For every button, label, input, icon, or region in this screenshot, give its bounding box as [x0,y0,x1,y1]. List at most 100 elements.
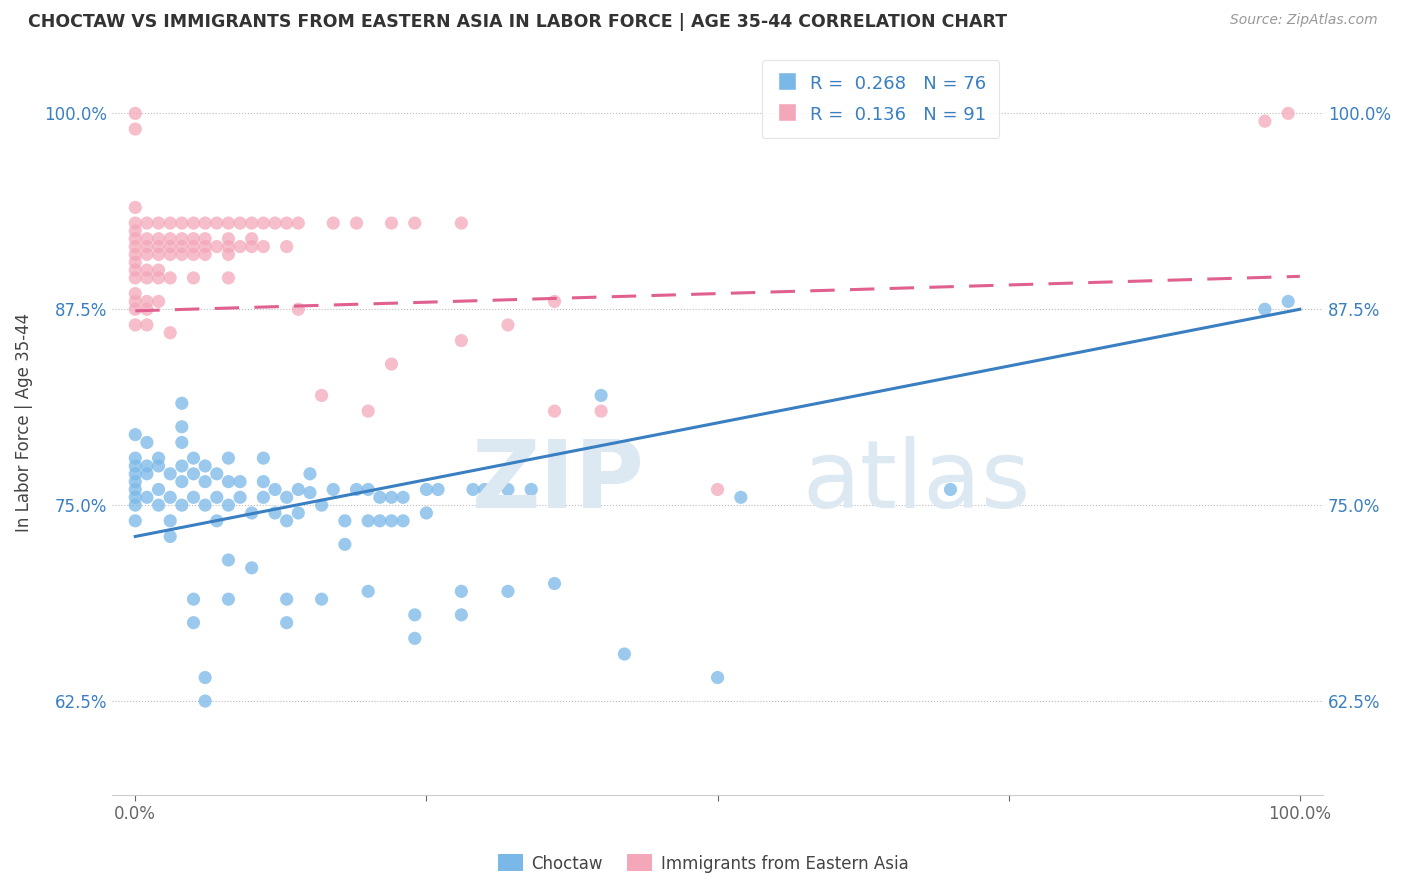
Point [392,491,415,505]
Point [124,106,146,120]
Point [170,232,193,246]
Point [706,483,728,497]
Point [357,483,380,497]
Point [591,404,613,418]
Point [1277,106,1299,120]
Text: ZIP: ZIP [472,436,645,528]
Point [159,232,181,246]
Point [148,263,170,277]
Point [194,498,217,512]
Point [276,592,298,607]
Point [159,247,181,261]
Point [124,286,146,301]
Point [183,247,205,261]
Point [368,491,391,505]
Point [311,388,333,402]
Point [357,584,380,599]
Point [183,467,205,481]
Point [159,326,181,340]
Point [135,467,157,481]
Point [240,561,263,575]
Point [205,467,228,481]
Point [415,483,437,497]
Point [183,232,205,246]
Point [252,451,274,466]
Point [264,483,287,497]
Point [240,239,263,253]
Point [939,483,962,497]
Point [183,491,205,505]
Point [135,232,157,246]
Point [170,458,193,473]
Point [135,239,157,253]
Point [183,451,205,466]
Point [148,232,170,246]
Point [217,247,239,261]
Point [183,271,205,285]
Point [346,483,368,497]
Point [124,201,146,215]
Point [298,485,321,500]
Point [148,483,170,497]
Point [240,216,263,230]
Point [205,491,228,505]
Point [135,294,157,309]
Point [276,216,298,230]
Point [194,216,217,230]
Point [183,615,205,630]
Point [170,435,193,450]
Point [159,216,181,230]
Point [124,318,146,332]
Point [427,483,450,497]
Point [496,483,519,497]
Point [124,427,146,442]
Legend: Choctaw, Immigrants from Eastern Asia: Choctaw, Immigrants from Eastern Asia [491,847,915,880]
Point [148,498,170,512]
Point [124,514,146,528]
Point [380,514,402,528]
Point [159,514,181,528]
Point [135,435,157,450]
Point [194,458,217,473]
Point [322,483,344,497]
Point [124,498,146,512]
Point [496,318,519,332]
Point [170,475,193,489]
Text: CHOCTAW VS IMMIGRANTS FROM EASTERN ASIA IN LABOR FORCE | AGE 35-44 CORRELATION C: CHOCTAW VS IMMIGRANTS FROM EASTERN ASIA … [28,13,1007,31]
Point [217,451,239,466]
Point [194,239,217,253]
Point [311,592,333,607]
Legend: R =  0.268   N = 76, R =  0.136   N = 91: R = 0.268 N = 76, R = 0.136 N = 91 [762,60,1000,138]
Point [124,475,146,489]
Point [124,483,146,497]
Point [287,216,309,230]
Point [170,419,193,434]
Text: Source: ZipAtlas.com: Source: ZipAtlas.com [1230,13,1378,28]
Point [205,216,228,230]
Point [1254,302,1277,317]
Point [1277,294,1299,309]
Point [148,247,170,261]
Point [229,475,252,489]
Point [706,671,728,685]
Point [183,216,205,230]
Point [183,592,205,607]
Point [229,216,252,230]
Point [1254,114,1277,128]
Point [333,514,356,528]
Point [380,216,402,230]
Point [124,239,146,253]
Point [124,467,146,481]
Point [591,388,613,402]
Point [217,239,239,253]
Point [135,271,157,285]
Point [252,216,274,230]
Point [135,216,157,230]
Point [124,224,146,238]
Point [311,498,333,512]
Point [170,247,193,261]
Point [217,475,239,489]
Point [240,506,263,520]
Point [474,483,496,497]
Point [217,498,239,512]
